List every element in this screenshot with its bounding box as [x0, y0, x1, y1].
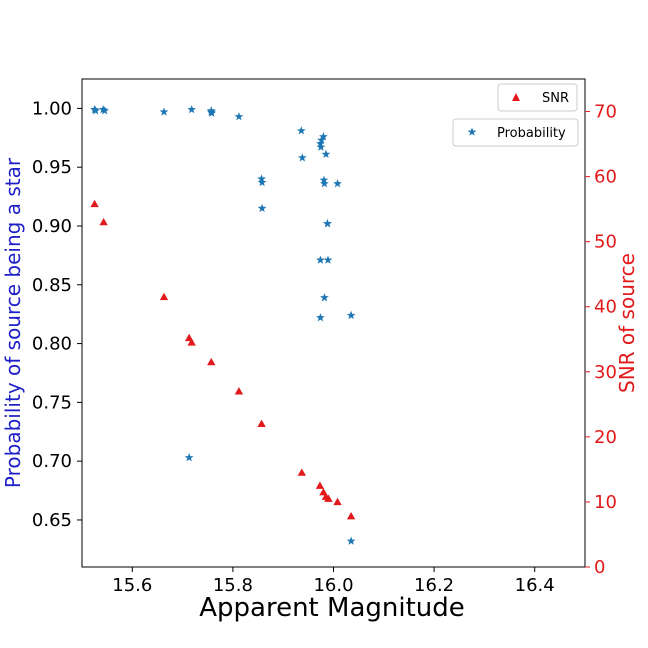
snr-point: [346, 512, 356, 520]
probability-point: [333, 179, 342, 188]
probability-point: [159, 107, 169, 116]
probability-point: [187, 104, 197, 114]
y-left-tick-label: 0.75: [32, 392, 72, 413]
x-axis-label: Apparent Magnitude: [199, 593, 465, 623]
y-left-tick-label: 1.00: [32, 98, 72, 119]
probability-point: [319, 132, 328, 141]
probability-point: [257, 203, 267, 213]
legend-snr-label: SNR: [542, 91, 569, 106]
probability-point: [98, 104, 108, 114]
y-right-tick-label: 50: [594, 232, 617, 253]
probability-point: [184, 453, 194, 462]
snr-point: [324, 494, 333, 502]
probability-point: [323, 255, 333, 264]
y-left-tick-label: 0.85: [32, 275, 72, 296]
probability-point: [257, 174, 266, 183]
probability-point: [296, 126, 306, 135]
probability-point: [346, 310, 356, 320]
probability-point: [321, 149, 331, 158]
snr-point: [159, 292, 169, 301]
y-right-tick-label: 20: [594, 427, 617, 448]
probability-point: [100, 106, 110, 115]
x-tick-label: 15.6: [112, 575, 152, 596]
data-points: [90, 104, 356, 545]
y-left-tick-label: 0.70: [32, 451, 72, 472]
probability-point: [316, 142, 326, 151]
x-axis-ticks: 15.6 15.8 16.0 16.2 16.4: [112, 567, 555, 596]
probability-point: [346, 536, 356, 545]
snr-point: [315, 481, 325, 489]
probability-point: [316, 139, 325, 148]
snr-point: [187, 338, 196, 346]
probability-point: [319, 175, 329, 184]
legend-probability-marker: [467, 127, 477, 136]
legend-probability-label: Probability: [497, 126, 566, 141]
x-tick-label: 16.4: [515, 575, 555, 596]
legend-probability-box: [452, 118, 579, 147]
y-right-tick-label: 70: [594, 102, 617, 123]
y-right-tick-label: 10: [594, 492, 617, 513]
plot-area: [81, 78, 586, 568]
y-left-tick-label: 0.80: [32, 334, 72, 355]
y-right-tick-label: 40: [594, 297, 617, 318]
probability-point: [234, 112, 244, 121]
probability-point: [317, 135, 326, 144]
y-right-tick-label: 30: [594, 362, 617, 383]
probability-point: [316, 313, 325, 322]
y-right-tick-label: 0: [594, 557, 605, 578]
probability-point: [297, 153, 307, 162]
probability-point: [320, 179, 329, 188]
legend-snr: SNR: [497, 83, 578, 112]
probability-point: [320, 293, 329, 302]
probability-point: [257, 177, 267, 187]
legend-probability: Probability: [452, 118, 579, 147]
y-left-axis-label: Probability of source being a star: [1, 157, 25, 488]
snr-point: [207, 357, 216, 366]
y-left-tick-label: 0.95: [32, 157, 72, 178]
probability-point: [206, 107, 216, 116]
legend-snr-marker: [512, 93, 520, 101]
y-left-axis-ticks: 0.65 0.70 0.75 0.80 0.85 0.90 0.95 1.00: [32, 98, 82, 531]
snr-point: [99, 217, 108, 226]
y-right-axis-ticks: 0 10 20 30 40 50 60 70: [585, 102, 617, 578]
snr-point: [90, 199, 99, 208]
probability-point: [323, 219, 332, 228]
y-left-tick-label: 0.90: [32, 216, 72, 237]
legend-star-shape: [467, 127, 477, 136]
x-tick-label: 15.8: [213, 575, 253, 596]
snr-point: [257, 419, 266, 428]
legend-snr-box: [497, 83, 578, 112]
y-right-tick-label: 60: [594, 167, 617, 188]
snr-point: [333, 497, 342, 506]
x-tick-label: 16.0: [313, 575, 353, 596]
x-tick-label: 16.2: [414, 575, 454, 596]
snr-point: [234, 387, 244, 395]
probability-point: [316, 255, 325, 264]
probability-point: [91, 106, 100, 115]
snr-point: [297, 468, 307, 476]
y-right-axis-label: SNR of source: [615, 253, 639, 393]
y-left-tick-label: 0.65: [32, 510, 72, 531]
